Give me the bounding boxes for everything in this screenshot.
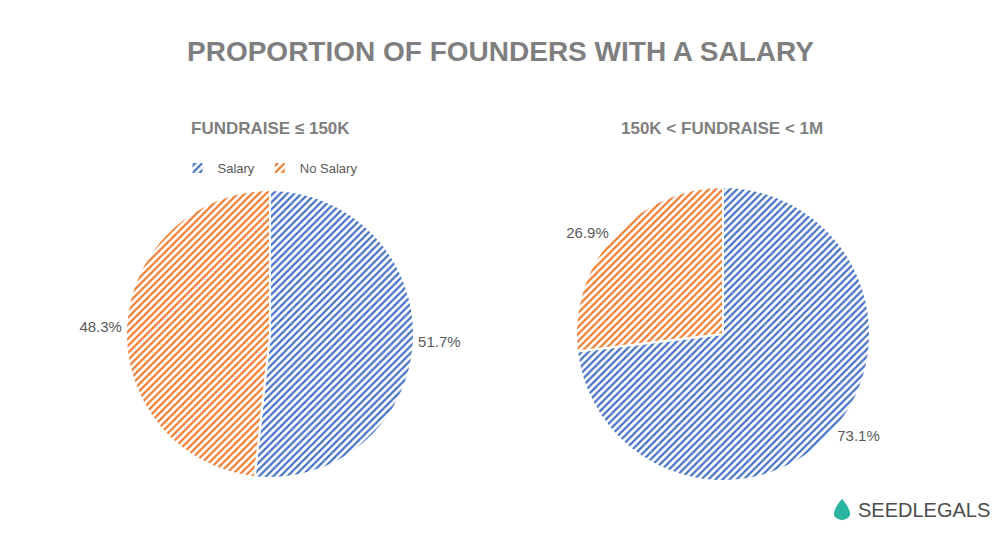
svg-text:26.9%: 26.9% (566, 224, 609, 241)
svg-text:SEEDLEGALS: SEEDLEGALS (858, 499, 990, 521)
svg-text:Salary: Salary (218, 161, 255, 176)
svg-text:73.1%: 73.1% (837, 427, 880, 444)
svg-text:No Salary: No Salary (300, 161, 358, 176)
svg-text:48.3%: 48.3% (79, 318, 122, 335)
svg-text:PROPORTION OF FOUNDERS WITH A: PROPORTION OF FOUNDERS WITH A SALARY (187, 36, 814, 67)
svg-text:FUNDRAISE ≤ 150K: FUNDRAISE ≤ 150K (191, 119, 350, 138)
svg-text:51.7%: 51.7% (418, 333, 461, 350)
svg-text:150K < FUNDRAISE < 1M: 150K < FUNDRAISE < 1M (621, 119, 823, 138)
